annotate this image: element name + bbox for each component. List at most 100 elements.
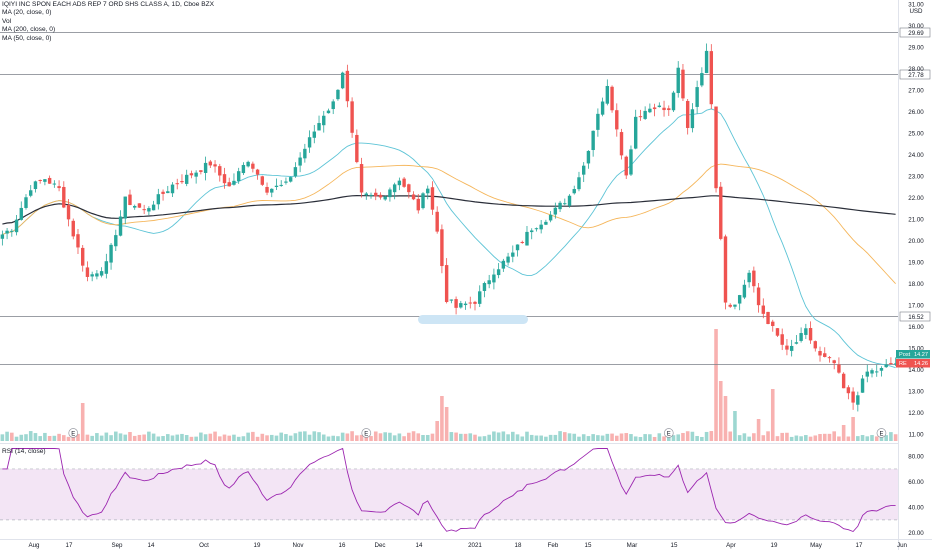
candle-body — [411, 194, 416, 200]
volume-bar — [52, 435, 57, 441]
price-tick-label: 31.00 — [908, 2, 924, 9]
candle-body — [633, 116, 638, 149]
time-tick-label: Nov — [292, 542, 304, 549]
volume-bar — [785, 432, 789, 441]
volume-bar — [260, 433, 265, 441]
volume-bar — [355, 435, 359, 441]
candle-body — [534, 228, 539, 230]
candle-body — [24, 197, 28, 208]
volume-bar — [534, 435, 539, 441]
candle-body — [19, 207, 23, 220]
volume-bar — [671, 435, 676, 441]
time-axis[interactable]: Aug 17 Sep 14 Oct 19 Nov 16 Dec 14 2021 18 Feb 15 Mar 1… — [28, 542, 907, 549]
candle-body — [808, 328, 813, 341]
candle-body — [416, 198, 420, 211]
volume-bar — [700, 436, 704, 441]
candle-body — [511, 252, 515, 257]
price-tick-label: 16.00 — [908, 324, 924, 331]
volume-bar — [269, 434, 274, 441]
volume-bar — [492, 431, 496, 441]
price-badge — [896, 359, 930, 368]
volume-bar — [893, 434, 898, 441]
candle-body — [733, 304, 737, 307]
price-badge-value: 14.26 — [914, 361, 928, 367]
candle-body — [690, 109, 695, 129]
candle-body — [359, 164, 364, 193]
candle-body — [544, 221, 548, 225]
candle-body — [118, 216, 123, 236]
candle-body — [33, 181, 38, 190]
price-tick-label: 23.00 — [908, 174, 924, 181]
price-axis[interactable]: 31.00 30.00 29.00 28.00 27.00 26.00 25.00 24.00… — [908, 2, 924, 537]
candle-body — [756, 287, 761, 306]
candle-body — [180, 181, 184, 183]
volume-bar — [274, 435, 279, 441]
volume-bar — [180, 433, 184, 441]
candle-body — [104, 261, 109, 274]
candle-body — [506, 256, 510, 263]
candle-body — [794, 342, 799, 344]
candle-body — [709, 51, 714, 105]
horizontal-levels[interactable]: 29.69 27.78 16.52 — [0, 27, 931, 365]
candle-body — [255, 169, 260, 175]
time-tick-label: 14 — [416, 542, 423, 549]
volume-bar — [66, 436, 71, 441]
candle-body — [714, 106, 718, 189]
volume-bar — [610, 433, 614, 441]
price-tick-label: 13.00 — [908, 389, 924, 396]
legend-ma20[interactable]: MA (20, close, 0) — [2, 9, 52, 17]
volume-bar — [804, 435, 808, 441]
volume-bar — [752, 433, 756, 441]
candle-body — [132, 205, 137, 208]
level-badge — [899, 27, 931, 38]
candle-body — [860, 378, 865, 393]
symbol-title[interactable]: IQIYI INC SPON EACH ADS REP 7 ORD SHS CL… — [2, 1, 215, 8]
price-tick-label: 24.00 — [908, 152, 924, 159]
volume-bar — [113, 431, 118, 441]
candle-body — [719, 186, 723, 239]
candle-body — [615, 110, 619, 130]
volume-bar — [496, 432, 501, 441]
candle-body — [288, 177, 293, 182]
candle-body — [407, 184, 411, 193]
candle-body — [199, 170, 203, 172]
level-badge-label: 16.52 — [908, 314, 924, 321]
volume-bar — [539, 435, 543, 441]
candle-body — [307, 137, 312, 148]
volume-bar — [463, 433, 468, 441]
legend-ma200[interactable]: MA (200, close, 0) — [2, 26, 56, 34]
candle-body — [548, 214, 553, 221]
volume-bar — [468, 433, 473, 441]
earnings-marker — [663, 428, 674, 438]
volume-bar — [99, 435, 104, 441]
legend-vol[interactable]: Vol — [2, 17, 12, 25]
candle-body — [600, 101, 605, 115]
volume-bar — [577, 436, 581, 441]
volume-bar — [766, 431, 770, 441]
candle-body — [47, 177, 52, 184]
candle-body — [29, 190, 33, 196]
rsi-legend[interactable]: RSI (14, close) — [2, 448, 46, 455]
volume-bar — [199, 432, 203, 441]
candle-body — [841, 373, 846, 389]
candle-body — [397, 180, 402, 186]
candle-body — [251, 163, 255, 169]
volume-bar — [303, 431, 307, 441]
candle-body — [378, 194, 383, 198]
volume-bar — [208, 433, 213, 441]
candle-body — [402, 178, 406, 187]
legend-ma50[interactable]: MA (50, close, 0) — [2, 34, 52, 42]
candle-body — [671, 92, 676, 111]
volume-bar — [369, 436, 373, 441]
level-badge-label: 27.78 — [908, 72, 924, 79]
volume-bar — [761, 435, 766, 441]
candle-body — [662, 107, 666, 111]
volume-bar — [756, 419, 761, 441]
volume-bar — [780, 432, 785, 441]
volume-bar — [364, 435, 369, 441]
candle-body — [81, 247, 85, 266]
volume-bar — [255, 436, 260, 441]
candle-body — [629, 149, 633, 175]
